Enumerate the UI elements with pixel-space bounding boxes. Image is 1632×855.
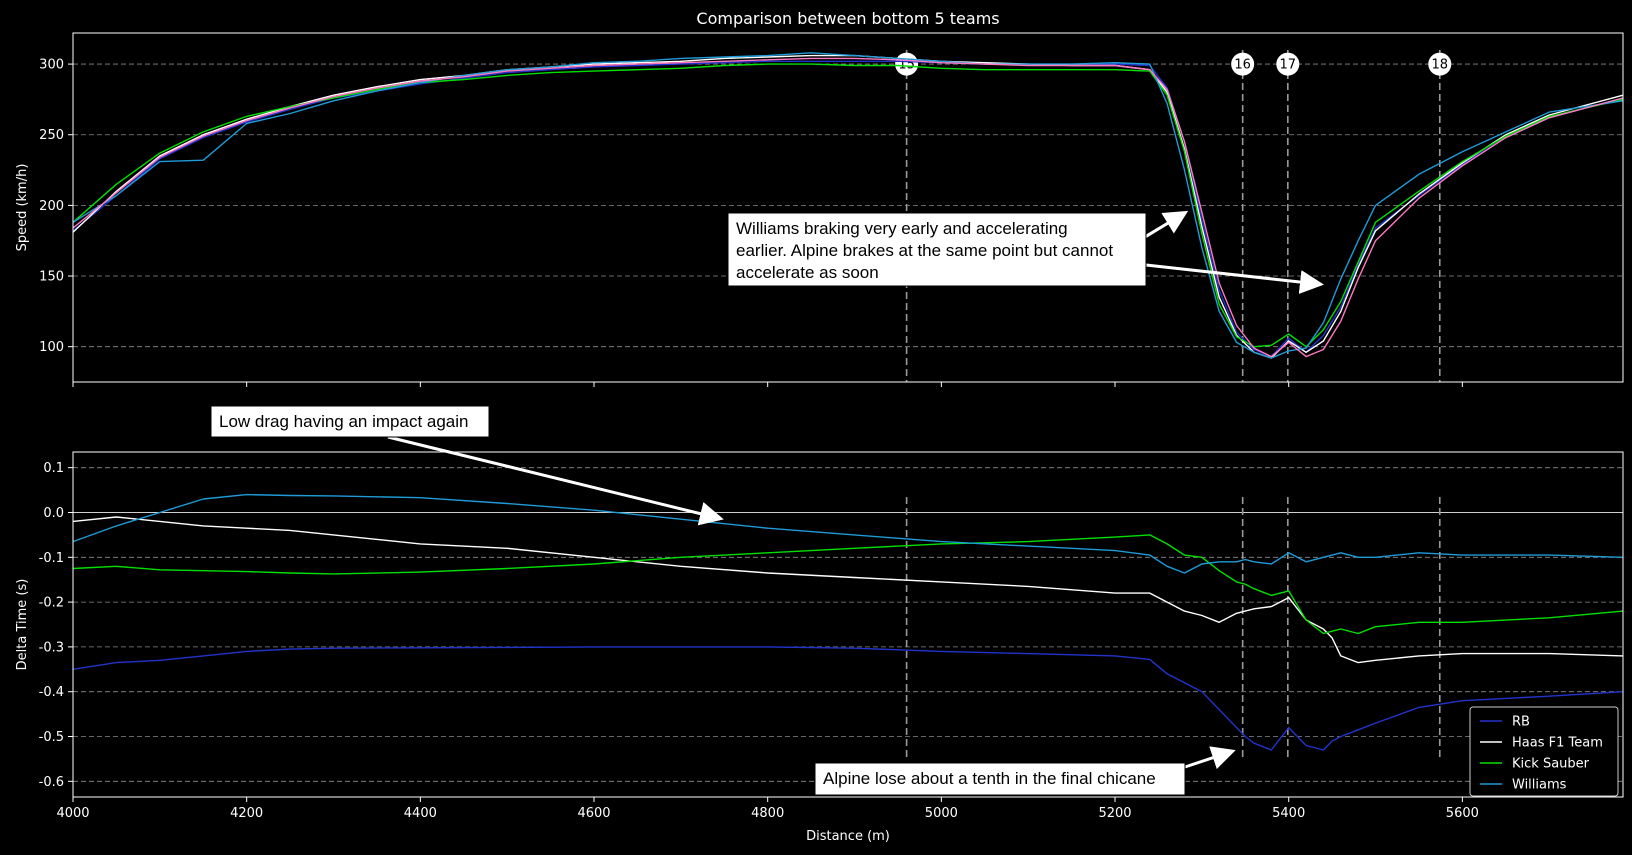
speed-series-kick-sauber [72, 63, 1624, 348]
axes-layer: 100 150 200 250 300 Speed (km/h) 0.1 0.0 -0.1 -0.… [15, 32, 1624, 844]
speed-y-tick-label: 300 [39, 58, 64, 73]
speed-y-tick-label: 100 [39, 340, 64, 355]
alpine-lose-arrow-1 [1184, 746, 1236, 770]
corner-17-label: 17 [1280, 58, 1297, 73]
chart-title: Comparison between bottom 5 teams [696, 9, 999, 28]
corner-17-marker [1276, 52, 1300, 76]
corner-16-label: 16 [1234, 58, 1251, 73]
legend-label-williams: Williams [1512, 778, 1567, 793]
legend-box [1469, 706, 1619, 797]
speed-panel-frame [72, 32, 1624, 383]
speed-series-alpine [72, 57, 1624, 358]
x-tick-label: 4000 [56, 806, 89, 821]
corner-markers-layer: 15 16 17 18 [895, 50, 1452, 757]
speed-y-axis-label: Speed (km/h) [15, 164, 30, 252]
series-layer [72, 52, 1624, 751]
legend: RB Haas F1 Team Kick Sauber Williams [1469, 706, 1619, 797]
williams-braking-text-line: earlier. Alpine brakes at the same point… [736, 241, 1113, 260]
x-tick-label: 4400 [404, 806, 437, 821]
corner-18-label: 18 [1432, 58, 1449, 73]
williams-braking-box [727, 212, 1147, 287]
x-tick-label: 5600 [1446, 806, 1479, 821]
alpine-lose-box [814, 762, 1186, 796]
delta-panel-frame [72, 451, 1624, 798]
delta-y-tick-label: 0.1 [43, 461, 64, 476]
delta-y-axis-label: Delta Time (s) [15, 579, 30, 671]
x-tick-label: 5000 [925, 806, 958, 821]
legend-label-kick-sauber: Kick Sauber [1512, 757, 1590, 772]
williams-braking-text-line: Williams braking very early and accelera… [736, 219, 1068, 238]
williams-braking-text-line: accelerate as soon [736, 263, 879, 282]
x-tick-label: 4600 [577, 806, 610, 821]
x-tick-label: 4200 [230, 806, 263, 821]
williams-braking-arrow-1 [1139, 210, 1189, 242]
grid-layer [73, 63, 1623, 782]
delta-series-williams [72, 493, 1624, 574]
delta-y-tick-label: -0.2 [39, 596, 64, 611]
x-tick-label: 4800 [751, 806, 784, 821]
x-tick-label: 5400 [1272, 806, 1305, 821]
corner-16-marker [1231, 52, 1255, 76]
delta-series-kick-sauber [72, 534, 1624, 635]
speed-y-tick-label: 150 [39, 270, 64, 285]
delta-y-tick-label: -0.3 [39, 640, 64, 655]
delta-y-tick-label: -0.4 [39, 685, 64, 700]
annotations-layer: Williams braking very early and accelera… [210, 210, 1324, 796]
low-drag-text-line: Low drag having an impact again [219, 412, 469, 431]
legend-label-haas-f1-team: Haas F1 Team [1512, 736, 1603, 751]
delta-y-tick-label: -0.1 [39, 551, 64, 566]
corner-18-marker [1428, 52, 1452, 76]
speed-y-tick-label: 200 [39, 199, 64, 214]
delta-y-tick-label: -0.6 [39, 775, 64, 790]
x-axis-label: Distance (m) [806, 829, 890, 844]
x-tick-label: 5200 [1098, 806, 1131, 821]
low-drag-arrow-1 [387, 435, 724, 526]
williams-braking-arrow-2 [1145, 263, 1324, 294]
delta-series-haas-f1-team [72, 516, 1624, 664]
delta-y-tick-label: -0.5 [39, 730, 64, 745]
delta-series-rb [72, 646, 1624, 751]
speed-y-tick-label: 250 [39, 128, 64, 143]
low-drag-box [210, 405, 490, 438]
delta-y-tick-label: 0.0 [43, 506, 64, 521]
legend-label-rb: RB [1512, 715, 1530, 730]
alpine-lose-text-line: Alpine lose about a tenth in the final c… [823, 769, 1156, 788]
